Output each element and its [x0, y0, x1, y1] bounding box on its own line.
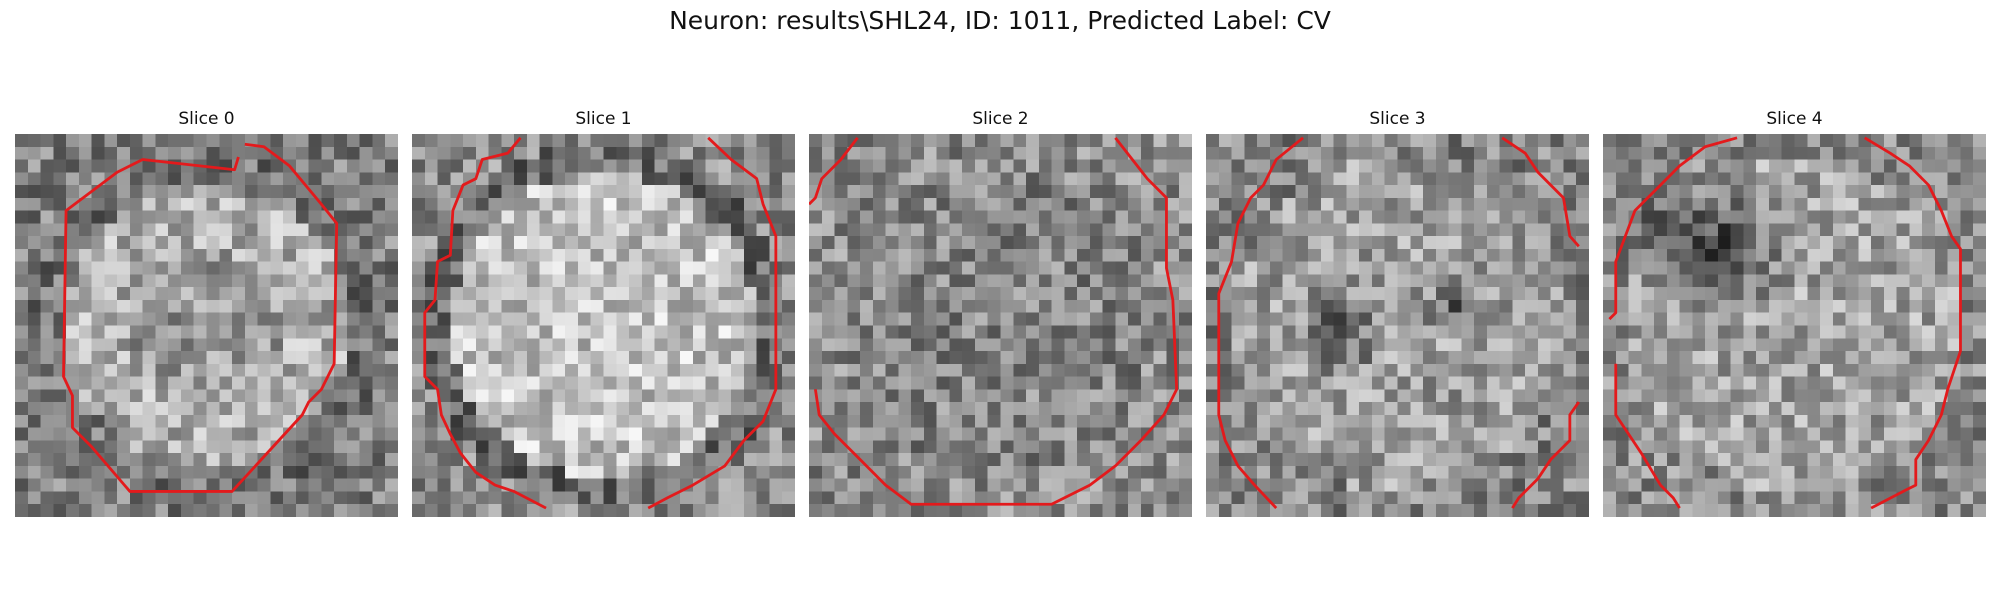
slice-panel-4: Slice 4	[1603, 108, 1986, 517]
slice-title: Slice 3	[1369, 109, 1426, 129]
figure-title: Neuron: results\SHL24, ID: 1011, Predict…	[669, 6, 1331, 35]
cell-contour	[1217, 136, 1304, 510]
pixel-grid	[15, 134, 398, 517]
slice-title: Slice 4	[1766, 109, 1823, 129]
pixel-grid	[412, 134, 795, 517]
pixel-grid	[1603, 134, 1986, 517]
slice-image-4	[1603, 134, 1986, 517]
cell-contour	[813, 136, 1179, 506]
slice-image-2	[809, 134, 1192, 517]
slice-image-3	[1206, 134, 1589, 517]
slice-panel-0: Slice 0	[15, 108, 398, 517]
cell-contour	[1511, 401, 1580, 509]
cell-contour	[1608, 136, 1738, 321]
cell-contour	[647, 136, 778, 510]
slice-title: Slice 1	[575, 109, 632, 129]
slice-panel-1: Slice 1	[412, 108, 795, 517]
slice-title: Slice 2	[972, 109, 1029, 129]
cell-contour	[1614, 363, 1681, 509]
slice-title: Slice 0	[178, 109, 235, 129]
cell-contour	[1863, 136, 1962, 510]
pixel-grid	[809, 134, 1192, 517]
cell-contour	[62, 142, 339, 493]
cell-contour	[809, 136, 859, 206]
slice-panel-3: Slice 3	[1206, 108, 1589, 517]
pixel-grid	[1206, 134, 1589, 517]
slice-image-1	[412, 134, 795, 517]
cell-contour	[423, 136, 547, 510]
slice-image-0	[15, 134, 398, 517]
cell-contour	[1501, 136, 1580, 248]
slice-panel-2: Slice 2	[809, 108, 1192, 517]
